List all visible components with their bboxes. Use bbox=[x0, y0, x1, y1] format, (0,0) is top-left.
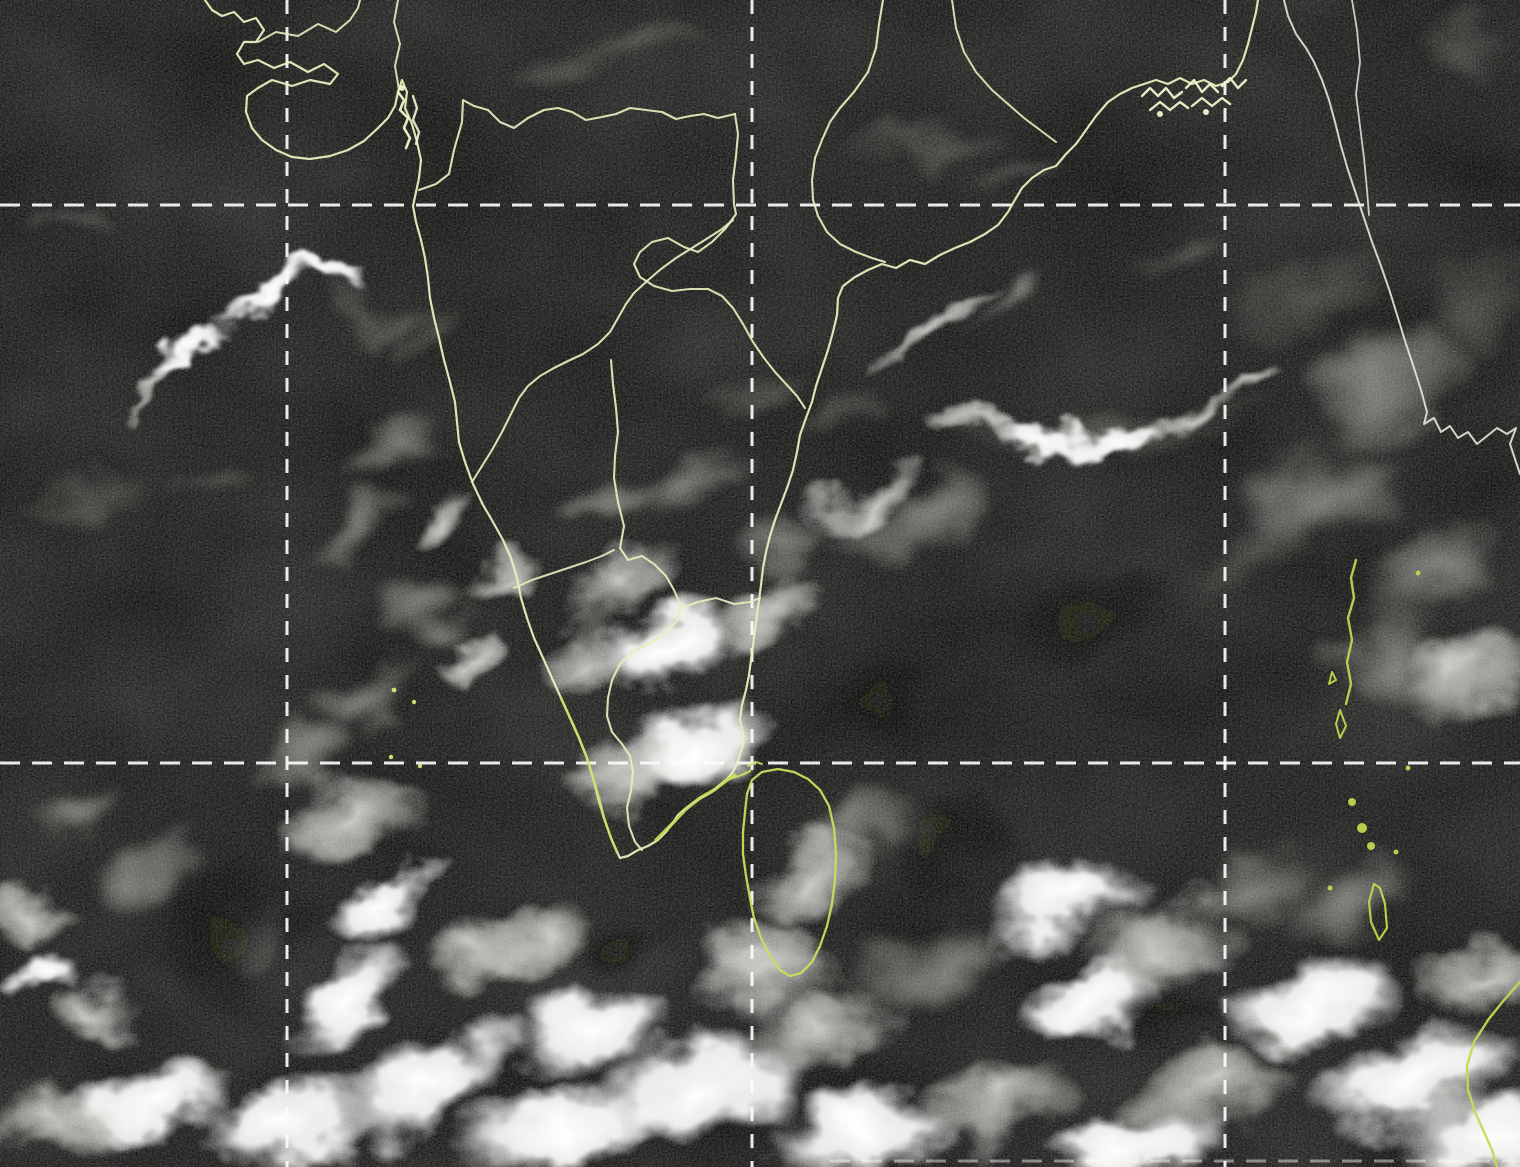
outline-border-karnataka-tamilnadu-kerala bbox=[605, 358, 683, 852]
outline-kutch-rann-border bbox=[257, 0, 361, 43]
outline-sundarbans-delta-squiggle-1 bbox=[1140, 86, 1184, 100]
outline-sundarbans-delta-squiggle-3 bbox=[1184, 78, 1220, 94]
outline-gujarat-inner-border bbox=[393, 0, 401, 91]
outline-jaffna-marks bbox=[747, 761, 763, 767]
andaman-islet-dot bbox=[1415, 570, 1421, 576]
outline-border-telangana-ap bbox=[632, 112, 807, 410]
outline-border-tamilnadu-ap-east bbox=[680, 597, 761, 609]
lakshadweep-islet bbox=[388, 754, 394, 760]
outline-sundarbans-delta-squiggle-2 bbox=[1148, 100, 1190, 112]
sundarbans-dot bbox=[1203, 109, 1209, 115]
map-outlines bbox=[203, 0, 1520, 1167]
lakshadweep-islet bbox=[411, 699, 417, 705]
outline-andaman-islands-chain bbox=[1344, 558, 1358, 706]
outline-khambhat-estuary-squiggle-1 bbox=[396, 90, 412, 150]
outline-sundarbans-delta-squiggle-4 bbox=[1190, 96, 1232, 108]
outline-sri-lanka-coastline bbox=[741, 767, 838, 978]
andaman-islet-dot bbox=[1405, 765, 1411, 771]
lakshadweep-islet bbox=[417, 763, 423, 769]
nicobar-islet bbox=[1348, 798, 1356, 806]
outline-bangladesh-myanmar-coast bbox=[1283, 0, 1520, 475]
outline-sumatra-coast-arc bbox=[1465, 980, 1520, 1167]
nicobar-islet-dot bbox=[1393, 849, 1399, 855]
outline-border-bengal-jharkhand bbox=[951, 0, 1057, 143]
lakshadweep-islet bbox=[391, 687, 397, 693]
outline-border-gujarat-maharashtra-mp bbox=[417, 98, 737, 192]
outline-nicobar-great-island bbox=[1367, 882, 1389, 942]
outline-border-odisha-chhattisgarh bbox=[810, 0, 887, 264]
sundarbans-dot bbox=[1157, 111, 1163, 117]
nicobar-islet bbox=[1357, 823, 1367, 833]
outline-khambhat-estuary-squiggle-2 bbox=[411, 94, 421, 146]
outline-kerala-coast-bright-overlay bbox=[559, 696, 619, 854]
outline-border-kerala-karnataka-west bbox=[513, 549, 615, 589]
outline-andaman-islet-a bbox=[1328, 671, 1337, 685]
outline-andaman-islet-b bbox=[1335, 709, 1347, 739]
nicobar-islet-dot bbox=[1327, 885, 1333, 891]
outline-northeast-river-line bbox=[1351, 0, 1370, 216]
outline-india-coastline bbox=[203, 0, 1260, 860]
nicobar-islet bbox=[1367, 842, 1375, 850]
outline-tamilnadu-coast-bright-overlay bbox=[654, 773, 737, 842]
outline-sundarbans-delta-squiggle-5 bbox=[1220, 76, 1248, 90]
outline-border-maharashtra-karnataka bbox=[470, 218, 735, 484]
khambhat-dot bbox=[399, 85, 405, 91]
